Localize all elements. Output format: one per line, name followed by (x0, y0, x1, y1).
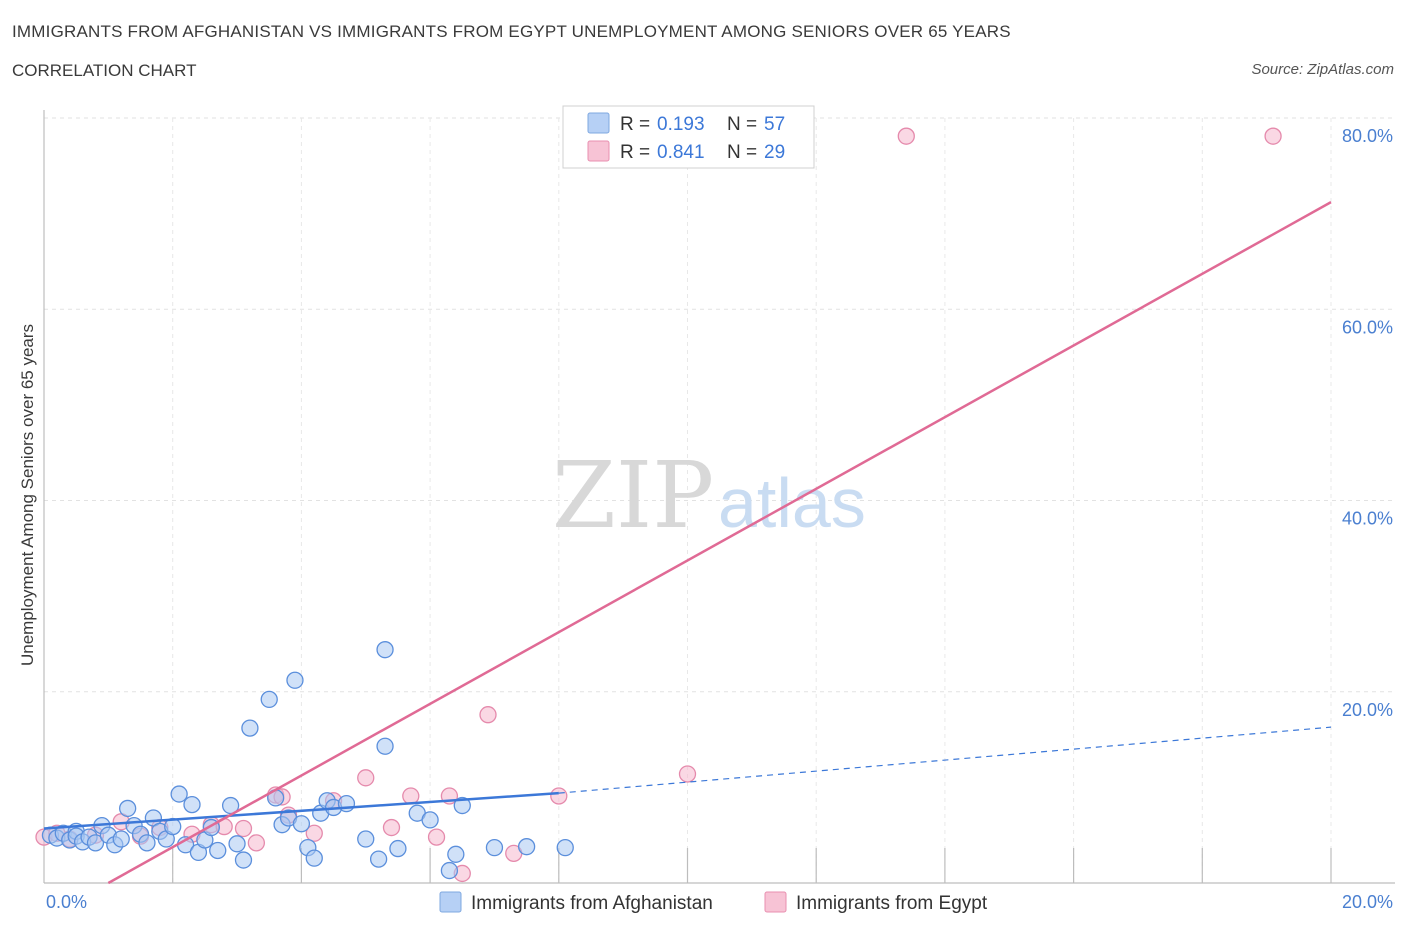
egypt-point-20 (427, 828, 446, 846)
x-tick-label-0: 0.0% (46, 892, 87, 912)
afghanistan-point-23 (183, 795, 201, 814)
afghanistan-point-54 (485, 838, 504, 857)
afghanistan-point-45 (369, 850, 388, 868)
egypt-point-27 (897, 127, 915, 145)
legend-r-value-2: 0.841 (657, 142, 705, 163)
egypt-trend-line (107, 201, 1332, 885)
afghanistan-point-47 (376, 737, 394, 755)
egypt-point-11 (247, 834, 266, 852)
y-tick-label-3: 80.0% (1342, 126, 1393, 146)
series-legend-label-afghanistan: Immigrants from Afghanistan (471, 893, 713, 914)
legend-n-value-1: 57 (764, 114, 785, 135)
series-legend: Immigrants from Afghanistan Immigrants f… (439, 891, 988, 914)
afghanistan-points (41, 641, 574, 880)
afghanistan-point-32 (260, 690, 278, 709)
series-legend-swatch-egypt (764, 891, 787, 913)
egypt-point-25 (550, 787, 568, 805)
afghanistan-point-53 (453, 796, 471, 815)
egypt-point-19 (402, 787, 420, 805)
afghanistan-point-39 (305, 849, 323, 867)
afghanistan-point-37 (292, 815, 311, 833)
afghanistan-trend-line (43, 791, 559, 830)
afghanistan-point-46 (376, 641, 394, 659)
watermark-zip: ZIP (552, 442, 714, 549)
afghanistan-point-8 (86, 834, 105, 852)
legend-n-label-2: N = (727, 142, 757, 163)
y-tick-label-2: 60.0% (1342, 317, 1393, 337)
legend-r-label-1: R = (620, 114, 650, 135)
y-tick-label-1: 40.0% (1342, 509, 1393, 529)
afghanistan-point-13 (119, 799, 137, 818)
trend-lines (43, 201, 1332, 885)
egypt-point-23 (479, 706, 497, 724)
afghanistan-point-51 (440, 861, 459, 880)
legend-swatch-afghanistan (587, 112, 610, 134)
series-legend-label-egypt: Immigrants from Egypt (796, 893, 988, 914)
afghanistan-point-44 (357, 830, 375, 848)
x-tick-label-1: 20.0% (1342, 892, 1393, 912)
y-tick-label-0: 20.0% (1342, 700, 1393, 720)
afghanistan-point-36 (286, 671, 304, 689)
source-note: Source: ZipAtlas.com (1251, 61, 1394, 78)
afghanistan-point-56 (556, 838, 574, 857)
legend-r-value-1: 0.193 (657, 114, 705, 135)
legend-n-label-1: N = (727, 114, 757, 135)
x-tick-labels: 0.0% 20.0% (46, 892, 1393, 912)
series-legend-swatch-afghanistan (439, 891, 462, 913)
legend-swatch-egypt (587, 140, 610, 162)
afghanistan-point-21 (170, 785, 188, 803)
afghanistan-point-12 (112, 830, 130, 848)
afghanistan-point-52 (447, 845, 465, 863)
axes (43, 110, 1395, 884)
watermark: ZIP atlas (552, 442, 866, 549)
afghanistan-point-50 (421, 811, 439, 829)
chart-title: IMMIGRANTS FROM AFGHANISTAN VS IMMIGRANT… (12, 22, 1011, 41)
egypt-point-28 (1264, 127, 1282, 145)
egypt-point-26 (678, 765, 697, 783)
y-tick-labels: 20.0% 40.0% 60.0% 80.0% (1342, 126, 1393, 720)
egypt-point-18 (382, 818, 401, 837)
stats-legend: R = 0.193 N = 57 R = 0.841 N = 29 (562, 105, 815, 169)
afghanistan-point-48 (389, 839, 407, 858)
legend-n-value-2: 29 (764, 142, 785, 163)
afghanistan-point-16 (138, 834, 156, 852)
legend-r-label-2: R = (620, 142, 650, 163)
egypt-point-15 (305, 824, 323, 842)
afghanistan-point-55 (517, 838, 536, 856)
y-axis-label: Unemployment Among Seniors over 65 years (18, 324, 37, 666)
afghanistan-trend-extension (558, 726, 1332, 794)
afghanistan-point-27 (209, 841, 227, 860)
egypt-point-17 (357, 769, 375, 787)
afghanistan-point-30 (234, 851, 253, 869)
chart-subtitle: CORRELATION CHART (12, 61, 197, 80)
afghanistan-point-31 (241, 719, 259, 737)
afghanistan-point-29 (228, 835, 246, 853)
egypt-point-10 (234, 819, 253, 838)
